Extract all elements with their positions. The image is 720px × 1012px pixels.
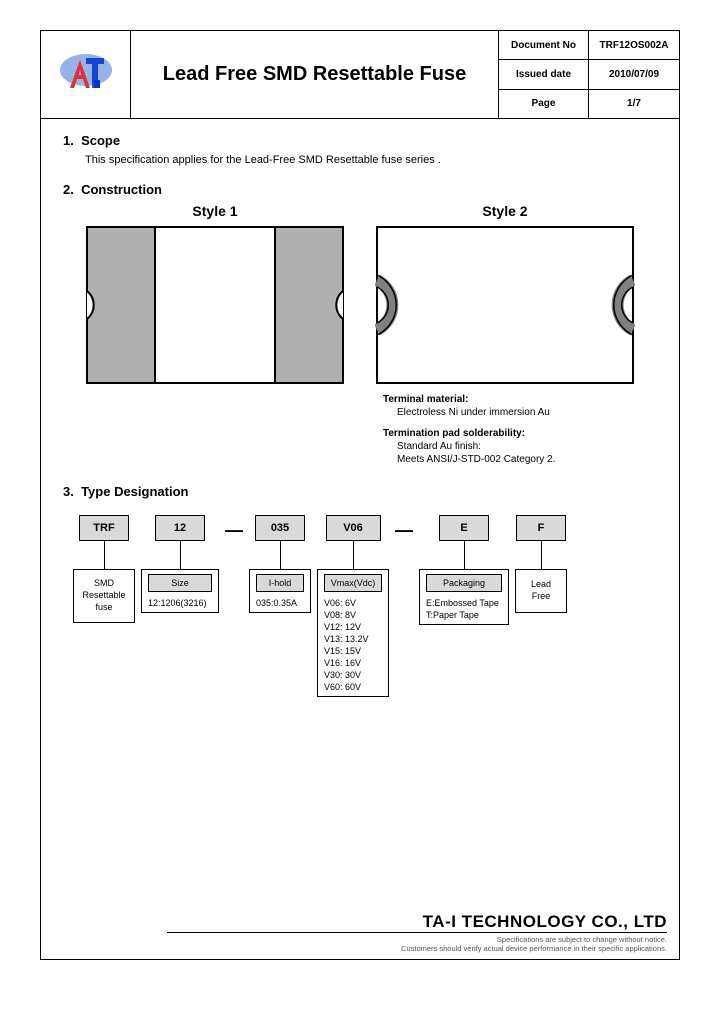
seg-line: V06: 6V	[324, 598, 382, 608]
seg-header: Packaging	[426, 574, 502, 592]
style2-block: Style 2	[375, 203, 635, 385]
meta-row: Issued date 2010/07/09	[499, 60, 679, 89]
note2-body1: Standard Au finish:	[397, 440, 657, 453]
type-designation-row: TRF SMD Resettable fuse 12 Size 12:1206(…	[73, 515, 657, 697]
meta-value: TRF12OS002A	[589, 31, 679, 59]
seg-line: V15: 15V	[324, 646, 382, 656]
seg-top: 035	[255, 515, 305, 541]
section-construction-title: 2. Construction	[63, 182, 657, 197]
seg-link	[464, 541, 465, 569]
seg-vmax: V06 Vmax(Vdc) V06: 6V V08: 8V V12: 12V V…	[317, 515, 389, 697]
style1-diagram	[85, 225, 345, 385]
style2-diagram	[375, 225, 635, 385]
seg-header: Vmax(Vdc)	[324, 574, 382, 592]
section-scope-body: This specification applies for the Lead-…	[85, 154, 657, 166]
meta-label: Page	[499, 90, 589, 118]
meta-label: Issued date	[499, 60, 589, 88]
seg-bot: Size 12:1206(3216)	[141, 569, 219, 613]
section-name: Construction	[81, 182, 162, 197]
section-num: 2.	[63, 182, 74, 197]
seg-bot: I-hold 035:0.35A	[249, 569, 311, 613]
seg-link	[180, 541, 181, 569]
dash: —	[395, 515, 413, 541]
meta-row: Document No TRF12OS002A	[499, 31, 679, 60]
footer-disclaimer1: Specifications are subject to change wit…	[167, 935, 667, 944]
doc-body: 1. Scope This specification applies for …	[41, 119, 679, 711]
section-name: Scope	[81, 133, 120, 148]
seg-bot: SMD Resettable fuse	[73, 569, 135, 623]
seg-ihold: 035 I-hold 035:0.35A	[249, 515, 311, 613]
seg-bot: Packaging E:Embossed Tape T:Paper Tape	[419, 569, 509, 625]
style1-block: Style 1	[85, 203, 345, 385]
seg-link	[353, 541, 354, 569]
construction-styles: Style 1 Style 2	[85, 203, 657, 385]
seg-bot: Vmax(Vdc) V06: 6V V08: 8V V12: 12V V13: …	[317, 569, 389, 697]
seg-top: F	[516, 515, 566, 541]
section-num: 1.	[63, 133, 74, 148]
company-logo-icon	[56, 50, 116, 100]
seg-line: V30: 30V	[324, 670, 382, 680]
note2-body2: Meets ANSI/J-STD-002 Category 2.	[397, 453, 657, 466]
doc-meta: Document No TRF12OS002A Issued date 2010…	[499, 31, 679, 118]
seg-link	[541, 541, 542, 569]
seg-link	[104, 541, 105, 569]
meta-value: 2010/07/09	[589, 60, 679, 88]
construction-notes: Terminal material: Electroless Ni under …	[383, 393, 657, 466]
seg-pkg: E Packaging E:Embossed Tape T:Paper Tape	[419, 515, 509, 625]
seg-line: V13: 13.2V	[324, 634, 382, 644]
footer-disclaimer2: Customers should verify actual device pe…	[167, 944, 667, 953]
page-frame: Lead Free SMD Resettable Fuse Document N…	[40, 30, 680, 960]
doc-footer: TA-I TECHNOLOGY CO., LTD Specifications …	[167, 912, 667, 953]
seg-trf: TRF SMD Resettable fuse	[73, 515, 135, 623]
seg-line: V12: 12V	[324, 622, 382, 632]
seg-line: 12:1206(3216)	[148, 598, 212, 608]
seg-bot: Lead Free	[515, 569, 567, 613]
seg-line: V60: 60V	[324, 682, 382, 692]
doc-title: Lead Free SMD Resettable Fuse	[131, 31, 499, 118]
note1-title: Terminal material:	[383, 393, 657, 406]
seg-top: V06	[326, 515, 381, 541]
style1-label: Style 1	[85, 203, 345, 219]
seg-line: V08: 8V	[324, 610, 382, 620]
seg-lf: F Lead Free	[515, 515, 567, 613]
seg-top: E	[439, 515, 489, 541]
meta-value: 1/7	[589, 90, 679, 118]
meta-row: Page 1/7	[499, 90, 679, 118]
seg-link	[280, 541, 281, 569]
style2-label: Style 2	[375, 203, 635, 219]
doc-header: Lead Free SMD Resettable Fuse Document N…	[41, 31, 679, 119]
seg-line: E:Embossed Tape	[426, 598, 502, 608]
note2-title: Termination pad solderability:	[383, 427, 657, 440]
seg-top: 12	[155, 515, 205, 541]
seg-line: 035:0.35A	[256, 598, 304, 608]
seg-header: I-hold	[256, 574, 304, 592]
seg-top: TRF	[79, 515, 129, 541]
seg-size: 12 Size 12:1206(3216)	[141, 515, 219, 613]
meta-label: Document No	[499, 31, 589, 59]
seg-header: Size	[148, 574, 212, 592]
seg-line: V16: 16V	[324, 658, 382, 668]
section-type-title: 3. Type Designation	[63, 484, 657, 499]
section-scope-title: 1. Scope	[63, 133, 657, 148]
section-name: Type Designation	[81, 484, 188, 499]
note1-body: Electroless Ni under immersion Au	[397, 406, 657, 419]
section-num: 3.	[63, 484, 74, 499]
seg-line: T:Paper Tape	[426, 610, 502, 620]
footer-divider	[167, 932, 667, 933]
logo-cell	[41, 31, 131, 118]
footer-company: TA-I TECHNOLOGY CO., LTD	[167, 912, 667, 932]
dash: —	[225, 515, 243, 541]
